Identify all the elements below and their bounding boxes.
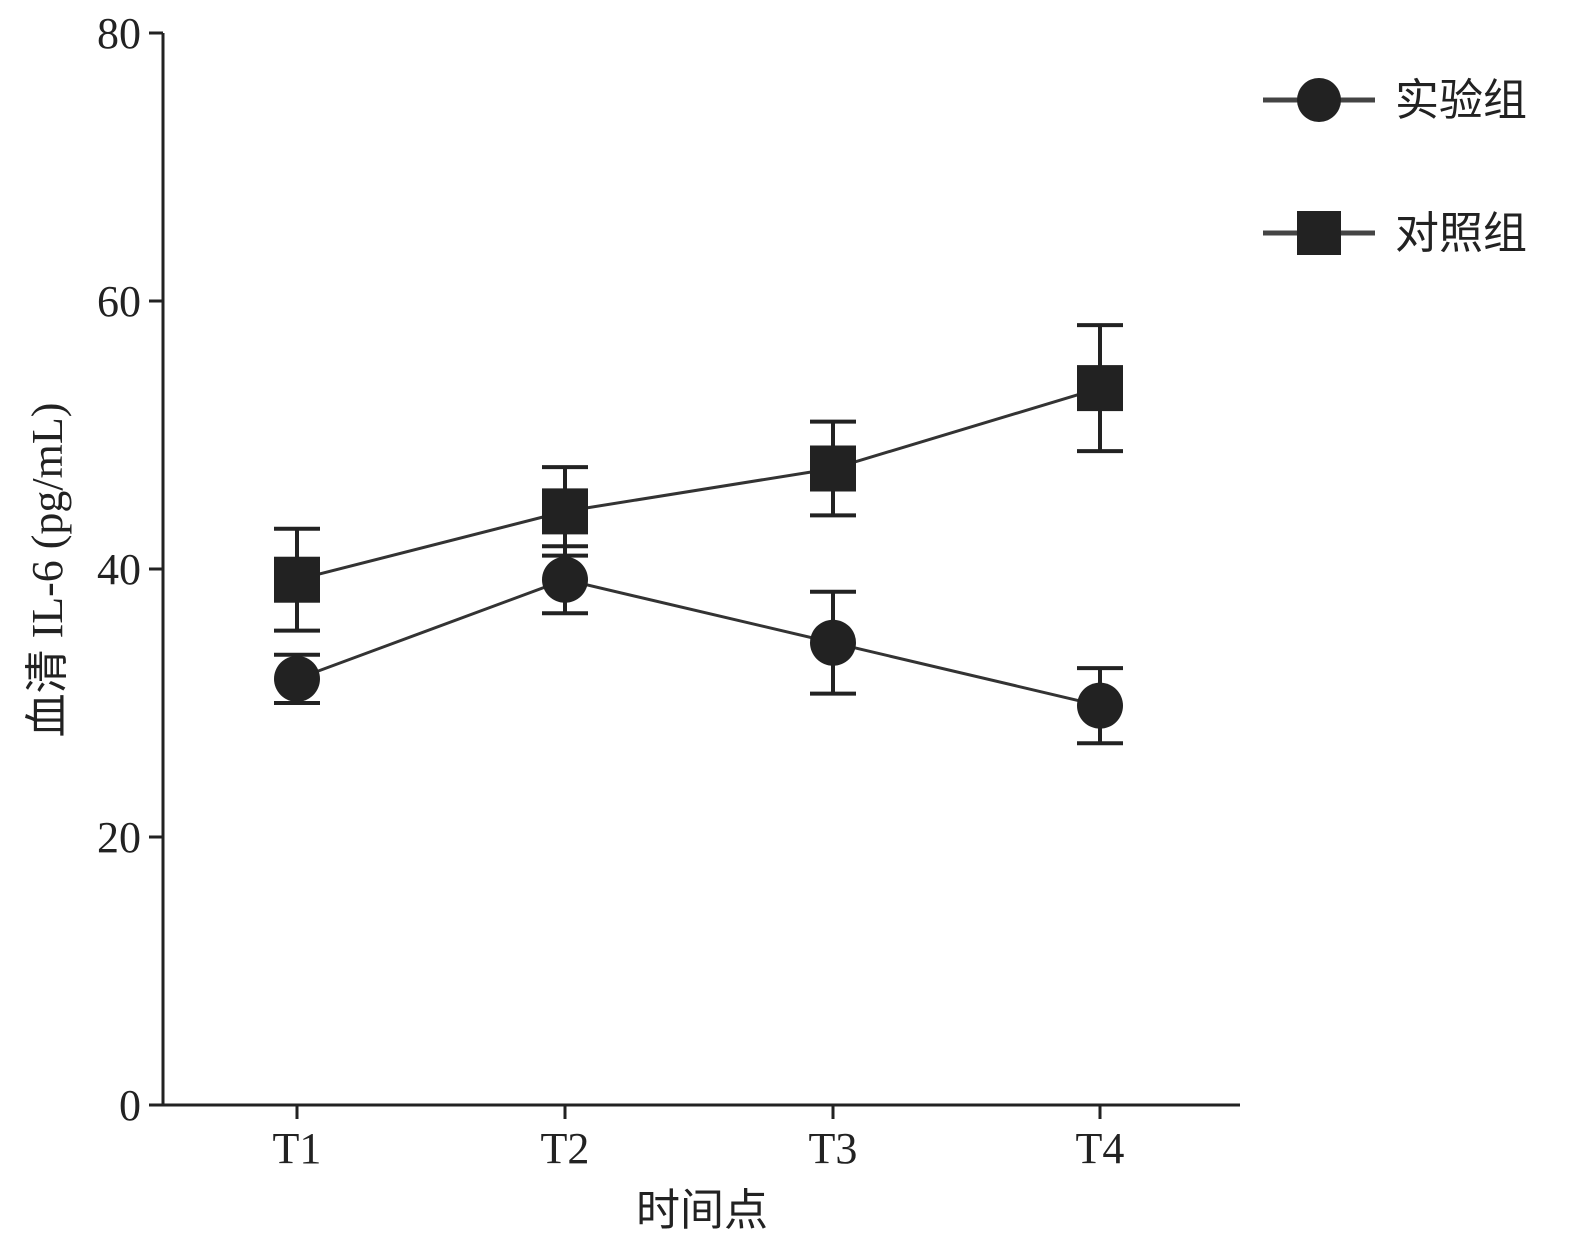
- x-axis-title: 时间点: [636, 1186, 768, 1235]
- axes: 0 20 40 60 80 T1 T2 T3 T4: [97, 9, 1240, 1173]
- data-point-circle: [542, 556, 588, 603]
- series-experimental: [274, 544, 1123, 746]
- legend-item-experimental: 实验组: [1263, 76, 1527, 125]
- data-point-square: [542, 488, 588, 535]
- y-tick-label: 80: [97, 9, 141, 58]
- series-line: [296, 578, 1101, 708]
- x-tick-label: T1: [273, 1124, 322, 1173]
- y-tick-label: 60: [97, 277, 141, 326]
- x-tick-label: T3: [809, 1124, 858, 1173]
- legend-marker-square: [1297, 211, 1341, 255]
- legend-label-control: 对照组: [1395, 209, 1527, 258]
- data-point-square: [274, 556, 320, 603]
- legend-marker-circle: [1297, 78, 1341, 122]
- data-point-square: [810, 445, 856, 492]
- y-tick-label: 20: [97, 813, 141, 862]
- data-point-circle: [1077, 682, 1123, 729]
- plot-area: [274, 323, 1123, 746]
- data-point-circle: [274, 655, 320, 702]
- data-point-square: [1077, 365, 1123, 412]
- series-control: [274, 323, 1123, 633]
- y-tick-label: 40: [97, 545, 141, 594]
- x-tick-label: T2: [541, 1124, 590, 1173]
- y-tick-label: 0: [119, 1081, 141, 1130]
- data-point-circle: [810, 619, 856, 666]
- x-tick-label: T4: [1076, 1124, 1125, 1173]
- legend-item-control: 对照组: [1263, 209, 1527, 258]
- series-line: [296, 386, 1101, 582]
- legend-label-experimental: 实验组: [1395, 76, 1527, 125]
- legend: 实验组 对照组: [1263, 76, 1527, 258]
- y-axis-title: 血清 IL-6 (pg/mL): [23, 403, 72, 738]
